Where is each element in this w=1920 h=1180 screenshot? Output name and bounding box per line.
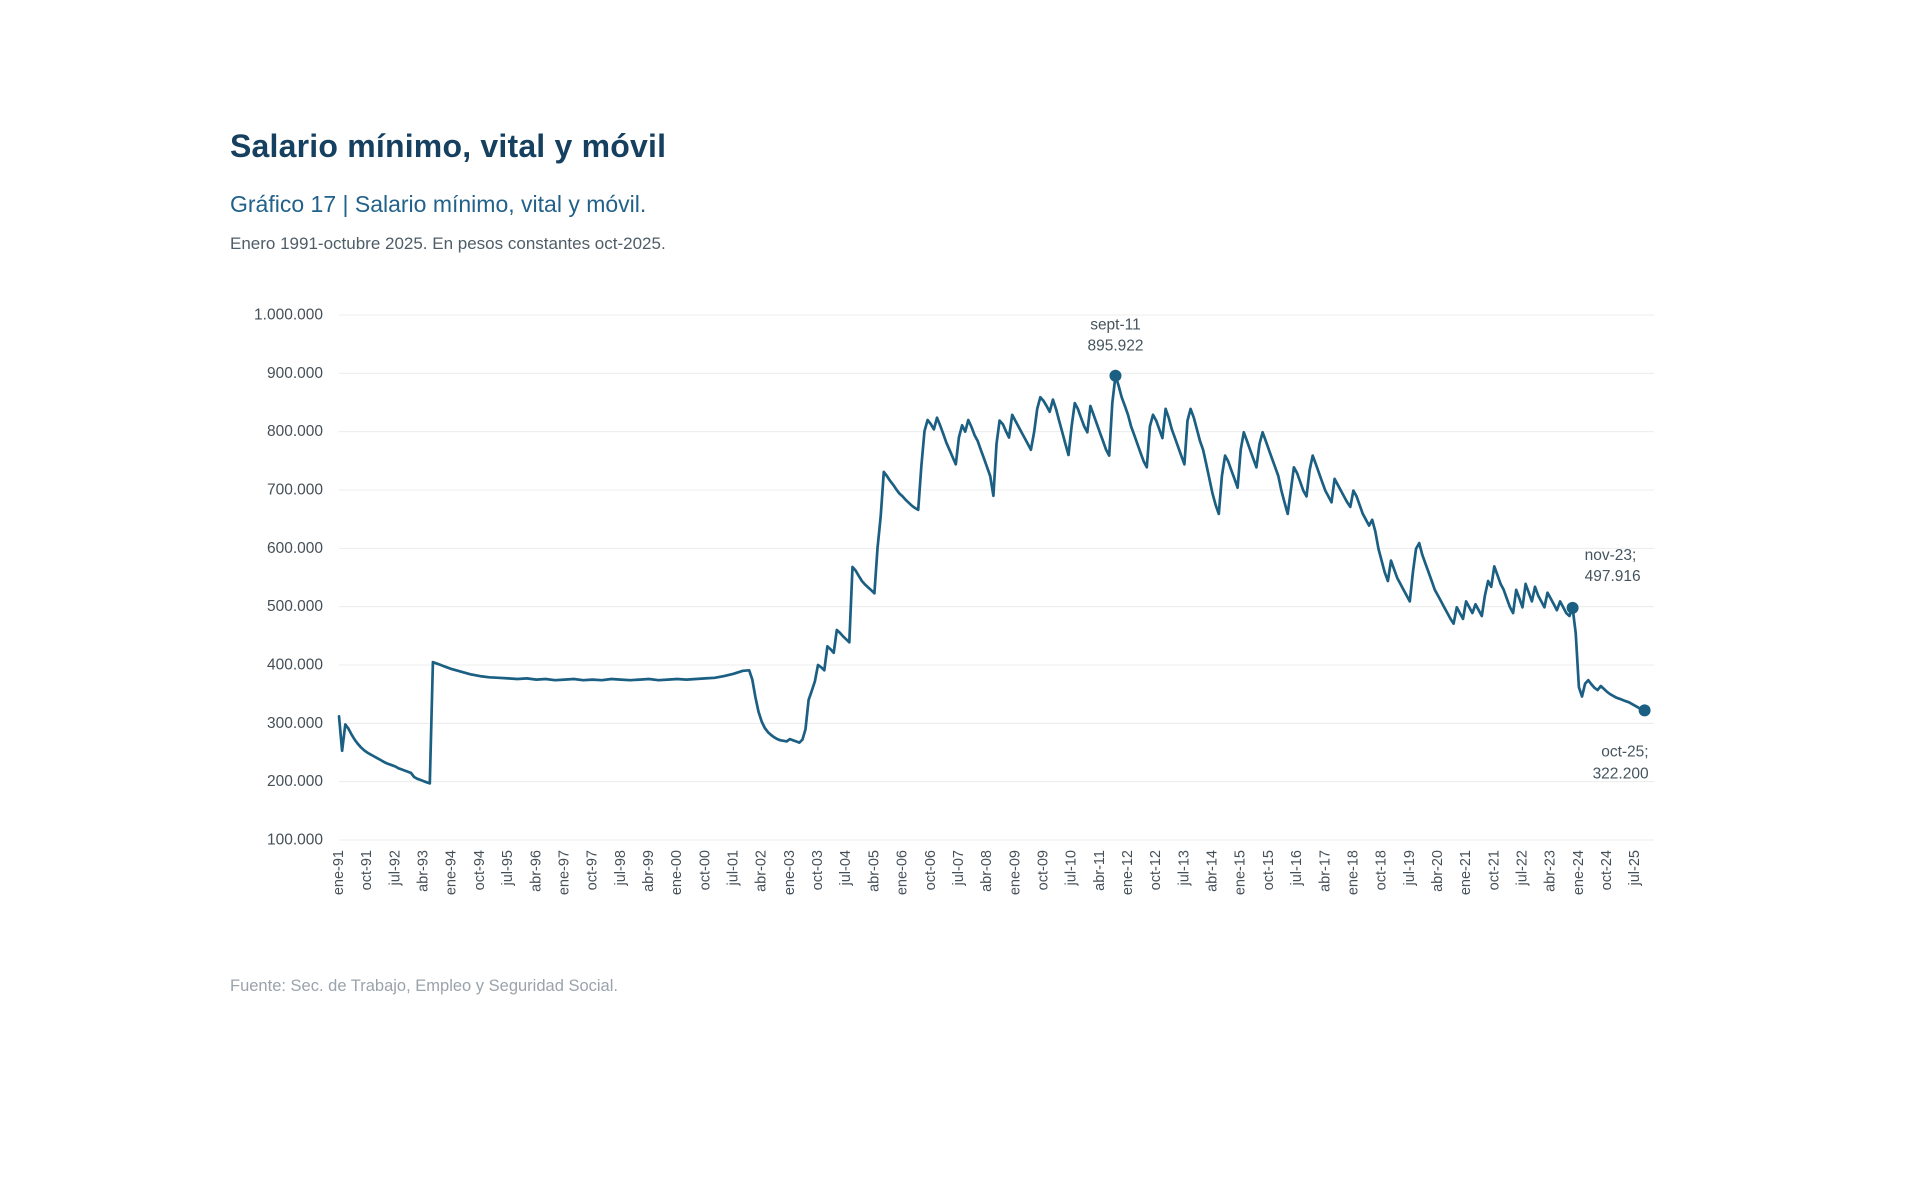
x-tick-label: oct-97 — [585, 850, 601, 890]
x-tick-label: oct-21 — [1486, 850, 1502, 890]
annotation-label: 497.916 — [1585, 568, 1641, 585]
annotation-label: 322.200 — [1593, 765, 1649, 782]
x-tick-label: jul-04 — [838, 850, 854, 886]
x-tick-label: oct-06 — [923, 850, 939, 890]
x-tick-label: ene-12 — [1120, 850, 1136, 895]
x-tick-label: ene-03 — [782, 850, 798, 895]
x-tick-label: jul-01 — [726, 850, 742, 886]
x-tick-label: abr-11 — [1092, 850, 1108, 891]
y-tick-label: 500.000 — [267, 598, 323, 615]
x-tick-label: abr-05 — [866, 850, 882, 892]
x-tick-label: abr-14 — [1205, 850, 1221, 892]
x-tick-label: abr-23 — [1543, 850, 1559, 892]
x-tick-label: jul-25 — [1627, 850, 1643, 886]
x-tick-label: oct-18 — [1374, 850, 1390, 890]
annotation-label: sept-11 — [1090, 317, 1141, 334]
x-tick-label: oct-91 — [359, 850, 375, 890]
x-tick-label: abr-99 — [641, 850, 657, 892]
annotation-dot — [1109, 369, 1122, 382]
source-note: Fuente: Sec. de Trabajo, Empleo y Seguri… — [230, 977, 618, 995]
x-tick-label: oct-03 — [810, 850, 826, 890]
x-tick-label: abr-08 — [979, 850, 995, 892]
x-tick-label: ene-24 — [1571, 850, 1587, 895]
x-tick-label: oct-09 — [1035, 850, 1051, 890]
x-tick-label: ene-06 — [895, 850, 911, 895]
y-tick-label: 900.000 — [267, 365, 323, 382]
y-tick-label: 1.000.000 — [254, 307, 323, 324]
y-tick-label: 100.000 — [267, 832, 323, 849]
annotation-dot — [1638, 704, 1651, 717]
chart-subtitle: Gráfico 17 | Salario mínimo, vital y móv… — [230, 191, 647, 217]
x-tick-label: ene-00 — [669, 850, 685, 895]
y-tick-label: 600.000 — [267, 540, 323, 557]
chart-caption: Enero 1991-octubre 2025. En pesos consta… — [230, 234, 666, 253]
x-tick-label: ene-09 — [1007, 850, 1023, 895]
x-tick-label: abr-17 — [1317, 850, 1333, 892]
line-chart: 1.000.000 900.000 800.000 700.000 600.000 500… — [224, 290, 1730, 975]
salary-line-chart-svg: 1.000.000 900.000 800.000 700.000 600.000 500… — [254, 307, 1654, 895]
x-tick-label: oct-15 — [1261, 850, 1277, 890]
x-tick-label: ene-94 — [444, 850, 460, 895]
annotation-label: 895.922 — [1087, 338, 1143, 355]
x-tick-label: jul-19 — [1402, 850, 1418, 886]
x-tick-label: abr-93 — [416, 850, 432, 892]
y-tick-label: 200.000 — [267, 773, 323, 790]
x-tick-label: jul-22 — [1515, 850, 1531, 886]
x-tick-label: oct-12 — [1148, 850, 1164, 890]
x-tick-label: jul-07 — [951, 850, 967, 886]
annotation-label: oct-25; — [1601, 743, 1648, 760]
annotation-dot — [1566, 601, 1579, 614]
x-tick-label: ene-21 — [1458, 850, 1474, 895]
x-tick-label: jul-16 — [1289, 850, 1305, 886]
x-tick-label: oct-00 — [697, 850, 713, 890]
x-tick-label: ene-97 — [556, 850, 572, 895]
y-tick-label: 300.000 — [267, 715, 323, 732]
x-tick-label: ene-91 — [331, 850, 347, 895]
series-line — [337, 374, 1646, 785]
x-tick-label: oct-94 — [472, 850, 488, 890]
x-tick-label: abr-96 — [528, 850, 544, 892]
annotation-label: nov-23; — [1585, 547, 1637, 564]
x-tick-label: oct-24 — [1599, 850, 1615, 890]
report-page: Salario mínimo, vital y móvil Gráfico 17… — [230, 128, 1730, 996]
y-tick-label: 800.000 — [267, 423, 323, 440]
page-title: Salario mínimo, vital y móvil — [230, 128, 667, 164]
x-tick-label: ene-18 — [1345, 850, 1361, 895]
x-tick-label: abr-20 — [1430, 850, 1446, 892]
x-tick-label: abr-02 — [754, 850, 770, 892]
x-tick-label: jul-13 — [1176, 850, 1192, 886]
x-tick-label: jul-98 — [613, 850, 629, 886]
y-tick-label: 700.000 — [267, 482, 323, 499]
x-tick-label: ene-15 — [1233, 850, 1249, 895]
x-tick-label: jul-95 — [500, 850, 516, 886]
y-tick-label: 400.000 — [267, 657, 323, 674]
x-tick-label: jul-92 — [387, 850, 403, 886]
x-tick-label: jul-10 — [1064, 850, 1080, 886]
